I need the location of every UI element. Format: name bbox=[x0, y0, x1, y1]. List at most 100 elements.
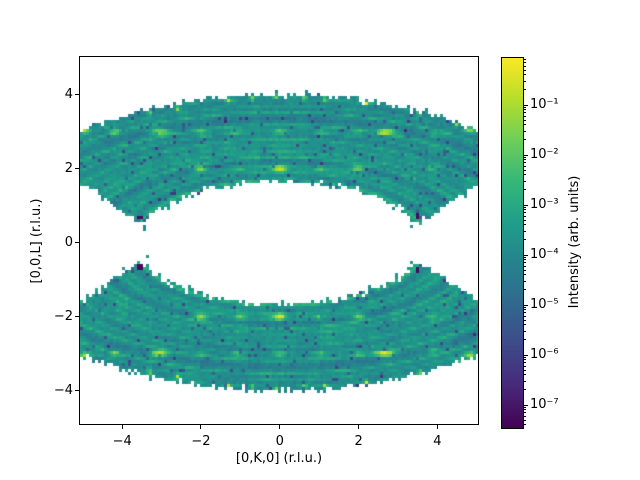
colorbar-minor-tick-mark bbox=[524, 274, 526, 276]
colorbar-tick-mark bbox=[524, 304, 528, 306]
colorbar-minor-tick-mark bbox=[524, 130, 526, 132]
colorbar-tick-label: 10⁻⁴ bbox=[530, 247, 559, 262]
colorbar-minor-tick-mark bbox=[524, 89, 526, 91]
x-tick-label: 2 bbox=[354, 434, 363, 449]
colorbar-minor-tick-mark bbox=[524, 289, 526, 291]
colorbar-minor-tick-mark bbox=[524, 315, 526, 317]
x-tick-label: −4 bbox=[112, 434, 132, 449]
colorbar-minor-tick-mark bbox=[524, 159, 526, 161]
colorbar-minor-tick-mark bbox=[524, 262, 526, 264]
y-tick-mark bbox=[75, 316, 79, 318]
colorbar-tick-label: 10⁻⁵ bbox=[530, 297, 559, 312]
colorbar-tick-label: 10⁻² bbox=[530, 147, 559, 162]
colorbar-tick-mark bbox=[524, 154, 528, 156]
colorbar-minor-tick-mark bbox=[524, 406, 526, 408]
colorbar-tick-mark bbox=[524, 404, 528, 406]
colorbar-minor-tick-mark bbox=[524, 269, 526, 271]
y-axis-label: [0,0,L] (r.l.u.) bbox=[29, 198, 44, 284]
x-tick-mark bbox=[279, 425, 281, 429]
colorbar-minor-tick-mark bbox=[524, 215, 526, 217]
x-tick-label: 4 bbox=[433, 434, 442, 449]
colorbar-minor-tick-mark bbox=[524, 362, 526, 364]
colorbar-tick-label: 10⁻⁷ bbox=[530, 397, 559, 412]
x-tick-mark bbox=[121, 425, 123, 429]
colorbar-minor-tick-mark bbox=[524, 230, 526, 232]
colorbar-minor-tick-mark bbox=[524, 180, 526, 182]
colorbar-minor-tick-mark bbox=[524, 80, 526, 82]
colorbar-minor-tick-mark bbox=[524, 119, 526, 121]
colorbar-minor-tick-mark bbox=[524, 280, 526, 282]
colorbar-minor-tick-mark bbox=[524, 415, 526, 417]
colorbar-minor-tick-mark bbox=[524, 330, 526, 332]
colorbar-minor-tick-mark bbox=[524, 174, 526, 176]
colorbar-minor-tick-mark bbox=[524, 115, 526, 117]
colorbar-minor-tick-mark bbox=[524, 259, 526, 261]
colorbar-minor-tick-mark bbox=[524, 69, 526, 71]
y-tick-mark bbox=[75, 390, 79, 392]
colorbar-minor-tick-mark bbox=[524, 319, 526, 321]
colorbar-minor-tick-mark bbox=[524, 209, 526, 211]
colorbar-minor-tick-mark bbox=[524, 169, 526, 171]
x-axis-label: [0,K,0] (r.l.u.) bbox=[235, 451, 323, 466]
colorbar-minor-tick-mark bbox=[524, 106, 526, 108]
y-tick-label: −2 bbox=[53, 308, 73, 324]
colorbar-minor-tick-mark bbox=[524, 309, 526, 311]
colorbar-minor-tick-mark bbox=[524, 239, 526, 241]
colorbar-minor-tick-mark bbox=[524, 189, 526, 191]
colorbar-minor-tick-mark bbox=[524, 265, 526, 267]
colorbar-minor-tick-mark bbox=[524, 206, 526, 208]
colorbar-minor-tick-mark bbox=[524, 109, 526, 111]
x-tick-mark bbox=[436, 425, 438, 429]
x-tick-label: −2 bbox=[191, 434, 211, 449]
colorbar-minor-tick-mark bbox=[524, 339, 526, 341]
colorbar-minor-tick-mark bbox=[524, 312, 526, 314]
plot-axes bbox=[79, 56, 479, 425]
colorbar-minor-tick-mark bbox=[524, 359, 526, 361]
colorbar-minor-tick-mark bbox=[524, 374, 526, 376]
colorbar-minor-tick-mark bbox=[524, 156, 526, 158]
colorbar-minor-tick-mark bbox=[524, 380, 526, 382]
x-tick-label: 0 bbox=[275, 434, 284, 449]
colorbar-label: Intensity (arb. units) bbox=[567, 175, 582, 309]
colorbar-minor-tick-mark bbox=[524, 219, 526, 221]
colorbar-minor-tick-mark bbox=[524, 162, 526, 164]
x-tick-mark bbox=[200, 425, 202, 429]
y-tick-label: 2 bbox=[64, 160, 73, 176]
colorbar-tick-mark bbox=[524, 204, 528, 206]
colorbar-minor-tick-mark bbox=[524, 419, 526, 421]
colorbar-tick-label: 10⁻³ bbox=[530, 197, 559, 212]
y-tick-label: 4 bbox=[64, 86, 73, 102]
colorbar bbox=[501, 57, 524, 429]
colorbar-minor-tick-mark bbox=[524, 389, 526, 391]
y-tick-label: 0 bbox=[64, 234, 73, 250]
colorbar-minor-tick-mark bbox=[524, 65, 526, 67]
colorbar-minor-tick-mark bbox=[524, 324, 526, 326]
colorbar-minor-tick-mark bbox=[524, 112, 526, 114]
colorbar-minor-tick-mark bbox=[524, 306, 526, 308]
colorbar-minor-tick-mark bbox=[524, 165, 526, 167]
colorbar-minor-tick-mark bbox=[524, 59, 526, 61]
colorbar-tick-label: 10⁻¹ bbox=[530, 97, 559, 112]
colorbar-minor-tick-mark bbox=[524, 62, 526, 64]
colorbar-minor-tick-mark bbox=[524, 139, 526, 141]
colorbar-tick-mark bbox=[524, 354, 528, 356]
heatmap-canvas bbox=[80, 57, 478, 424]
x-tick-mark bbox=[358, 425, 360, 429]
colorbar-tick-label: 10⁻⁶ bbox=[530, 347, 559, 362]
colorbar-minor-tick-mark bbox=[524, 356, 526, 358]
y-tick-label: −4 bbox=[53, 382, 73, 398]
y-tick-mark bbox=[75, 242, 79, 244]
colorbar-minor-tick-mark bbox=[524, 424, 526, 426]
y-tick-mark bbox=[75, 94, 79, 96]
colorbar-minor-tick-mark bbox=[524, 409, 526, 411]
colorbar-minor-tick-mark bbox=[524, 369, 526, 371]
colorbar-minor-tick-mark bbox=[524, 212, 526, 214]
colorbar-tick-mark bbox=[524, 254, 528, 256]
colorbar-minor-tick-mark bbox=[524, 365, 526, 367]
colorbar-minor-tick-mark bbox=[524, 74, 526, 76]
colorbar-minor-tick-mark bbox=[524, 124, 526, 126]
y-tick-mark bbox=[75, 168, 79, 170]
colorbar-minor-tick-mark bbox=[524, 224, 526, 226]
colorbar-minor-tick-mark bbox=[524, 412, 526, 414]
